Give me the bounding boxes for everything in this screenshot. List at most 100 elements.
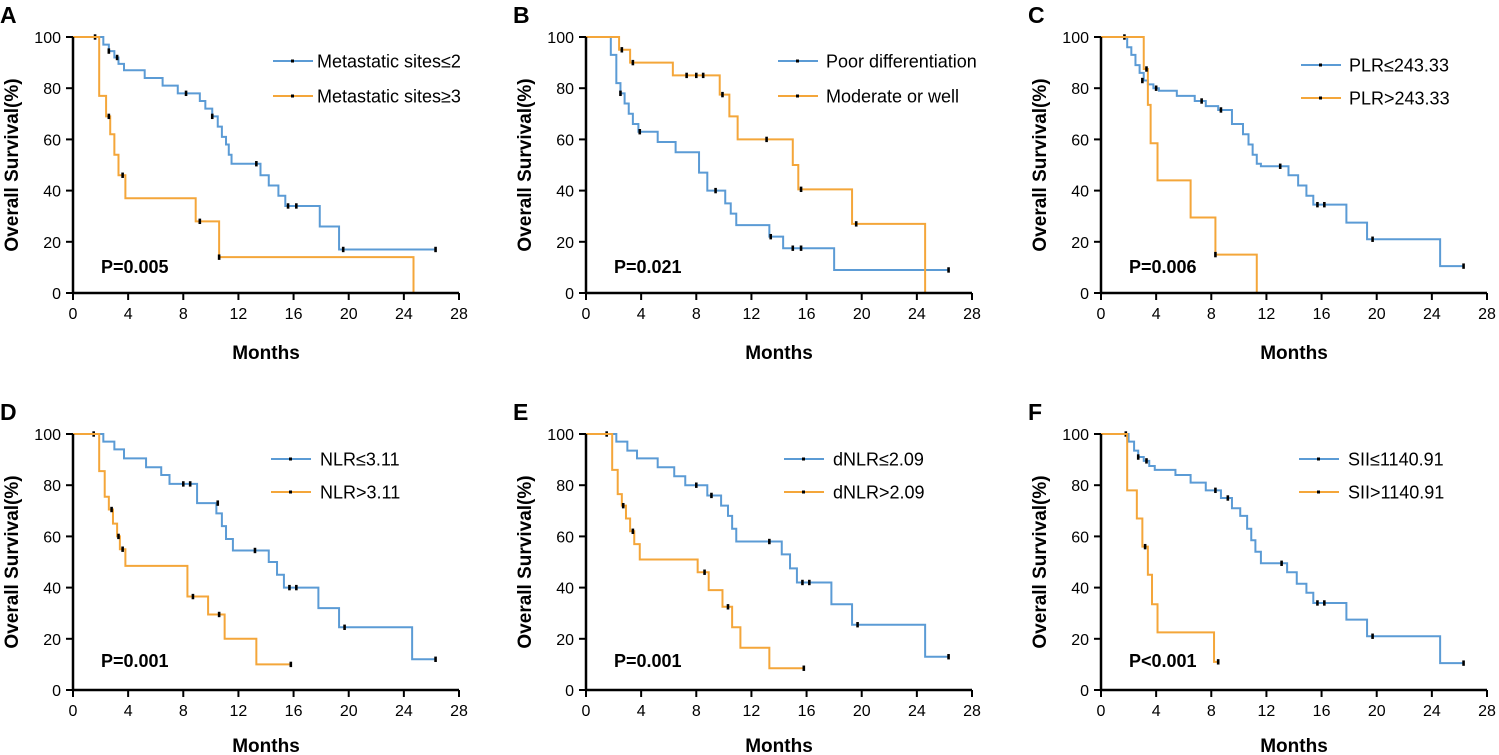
y-tick-label: 100	[34, 30, 61, 47]
y-tick-label: 0	[52, 286, 61, 303]
y-tick-label: 60	[1071, 132, 1089, 149]
x-tick-label: 12	[1258, 703, 1276, 720]
x-tick-label: 28	[1478, 703, 1496, 720]
y-tick-label: 40	[43, 184, 61, 201]
panel-letter: B	[513, 2, 530, 28]
legend-label-1: Poor differentiation	[826, 52, 977, 72]
survival-curve-2	[586, 36, 927, 293]
x-tick-label: 4	[637, 703, 646, 720]
x-tick-label: 20	[340, 703, 358, 720]
survival-curve-1	[73, 433, 436, 661]
legend: Metastatic sites≤2 Metastatic sites≥3	[273, 52, 461, 107]
survival-curve-1	[1101, 36, 1464, 268]
x-tick-label: 20	[1368, 703, 1386, 720]
x-tick-label: 24	[1423, 306, 1441, 323]
legend: Poor differentiation Moderate or well	[778, 52, 977, 107]
legend-marker-2	[291, 94, 294, 98]
x-tick-label: 0	[69, 703, 78, 720]
legend-marker-2	[802, 490, 805, 494]
x-tick-label: 20	[340, 306, 358, 323]
y-tick-label: 80	[43, 478, 61, 495]
panel-letter: D	[0, 399, 17, 425]
y-tick-label: 20	[1071, 235, 1089, 252]
x-tick-label: 0	[582, 306, 591, 323]
y-tick-label: 60	[556, 132, 574, 149]
y-axis-label: Overall Survival(%)	[1030, 78, 1051, 251]
x-tick-label: 28	[963, 306, 981, 323]
x-tick-label: 24	[908, 306, 926, 323]
legend-label-1: dNLR≤2.09	[833, 450, 924, 470]
legend: NLR≤3.11 NLR>3.11	[271, 450, 400, 503]
p-value: P=0.006	[1129, 257, 1197, 277]
x-axis-label: Months	[1260, 736, 1328, 755]
legend-marker-1	[796, 59, 799, 63]
survival-curve-2	[1101, 36, 1258, 293]
y-tick-label: 0	[52, 683, 61, 700]
y-tick-label: 20	[556, 632, 574, 649]
x-axis-label: Months	[745, 343, 813, 364]
x-tick-label: 24	[395, 306, 413, 323]
p-value: P<0.001	[1129, 651, 1197, 671]
y-tick-label: 20	[1071, 632, 1089, 649]
y-tick-label: 20	[43, 632, 61, 649]
x-tick-label: 28	[1478, 306, 1496, 323]
legend-marker-1	[802, 457, 805, 461]
x-axis-label: Months	[232, 736, 300, 755]
y-tick-label: 20	[43, 235, 61, 252]
x-tick-label: 4	[124, 703, 133, 720]
y-tick-label: 0	[565, 286, 574, 303]
panel-letter: E	[513, 399, 528, 425]
panel-f: F 0 4 8 12 16 20 24 28 0 20 40 60 80 100 Overall Surv…	[1028, 399, 1496, 755]
x-axis-label: Months	[745, 736, 813, 755]
x-tick-label: 12	[230, 306, 248, 323]
x-tick-label: 16	[1313, 306, 1331, 323]
x-tick-label: 8	[1207, 703, 1216, 720]
y-tick-label: 100	[1062, 30, 1089, 47]
x-tick-label: 28	[450, 703, 468, 720]
x-tick-label: 0	[69, 306, 78, 323]
legend-marker-1	[289, 457, 292, 461]
y-tick-label: 60	[556, 529, 574, 546]
x-tick-label: 0	[582, 703, 591, 720]
panel-a: A 0 4 8 12 16 20 24 28 0 20 40 60 80 100 Overall Surv…	[0, 2, 468, 364]
x-tick-label: 4	[124, 306, 133, 323]
legend-marker-2	[1317, 490, 1320, 494]
survival-curve-1	[1101, 433, 1464, 665]
y-axis-label: Overall Survival(%)	[515, 78, 536, 251]
p-value: P=0.001	[614, 651, 682, 671]
x-tick-label: 8	[692, 306, 701, 323]
panel-c: C 0 4 8 12 16 20 24 28 0 20 40 60 80 100 Overall Surv…	[1028, 2, 1496, 364]
y-tick-label: 100	[547, 30, 574, 47]
legend-marker-2	[1319, 96, 1322, 100]
survival-curve-2	[1101, 433, 1220, 663]
y-tick-label: 20	[556, 235, 574, 252]
x-tick-label: 24	[1423, 703, 1441, 720]
y-tick-label: 40	[43, 581, 61, 598]
x-tick-label: 24	[908, 703, 926, 720]
y-tick-label: 100	[34, 427, 61, 444]
x-tick-label: 20	[1368, 306, 1386, 323]
survival-curve-2	[73, 433, 291, 666]
y-tick-label: 80	[43, 81, 61, 98]
x-tick-label: 4	[637, 306, 646, 323]
legend-marker-1	[1319, 63, 1322, 67]
y-tick-label: 80	[556, 81, 574, 98]
legend-label-2: SII>1140.91	[1348, 483, 1444, 503]
x-tick-label: 0	[1097, 703, 1106, 720]
panel-e: E 0 4 8 12 16 20 24 28 0 20 40 60 80 100 Overall Surv…	[513, 399, 981, 755]
legend-marker-1	[1317, 457, 1320, 461]
y-axis-label: Overall Survival(%)	[2, 475, 23, 648]
y-tick-label: 40	[1071, 184, 1089, 201]
y-tick-label: 60	[1071, 529, 1089, 546]
y-axis-label: Overall Survival(%)	[515, 475, 536, 648]
x-tick-label: 16	[285, 306, 303, 323]
y-axis-label: Overall Survival(%)	[2, 78, 23, 251]
x-tick-label: 12	[230, 703, 248, 720]
y-tick-label: 100	[547, 427, 574, 444]
y-tick-label: 40	[1071, 581, 1089, 598]
x-axis-label: Months	[1260, 343, 1328, 364]
survival-curve-1	[586, 433, 949, 658]
y-tick-label: 60	[43, 132, 61, 149]
p-value: P=0.005	[101, 257, 169, 277]
